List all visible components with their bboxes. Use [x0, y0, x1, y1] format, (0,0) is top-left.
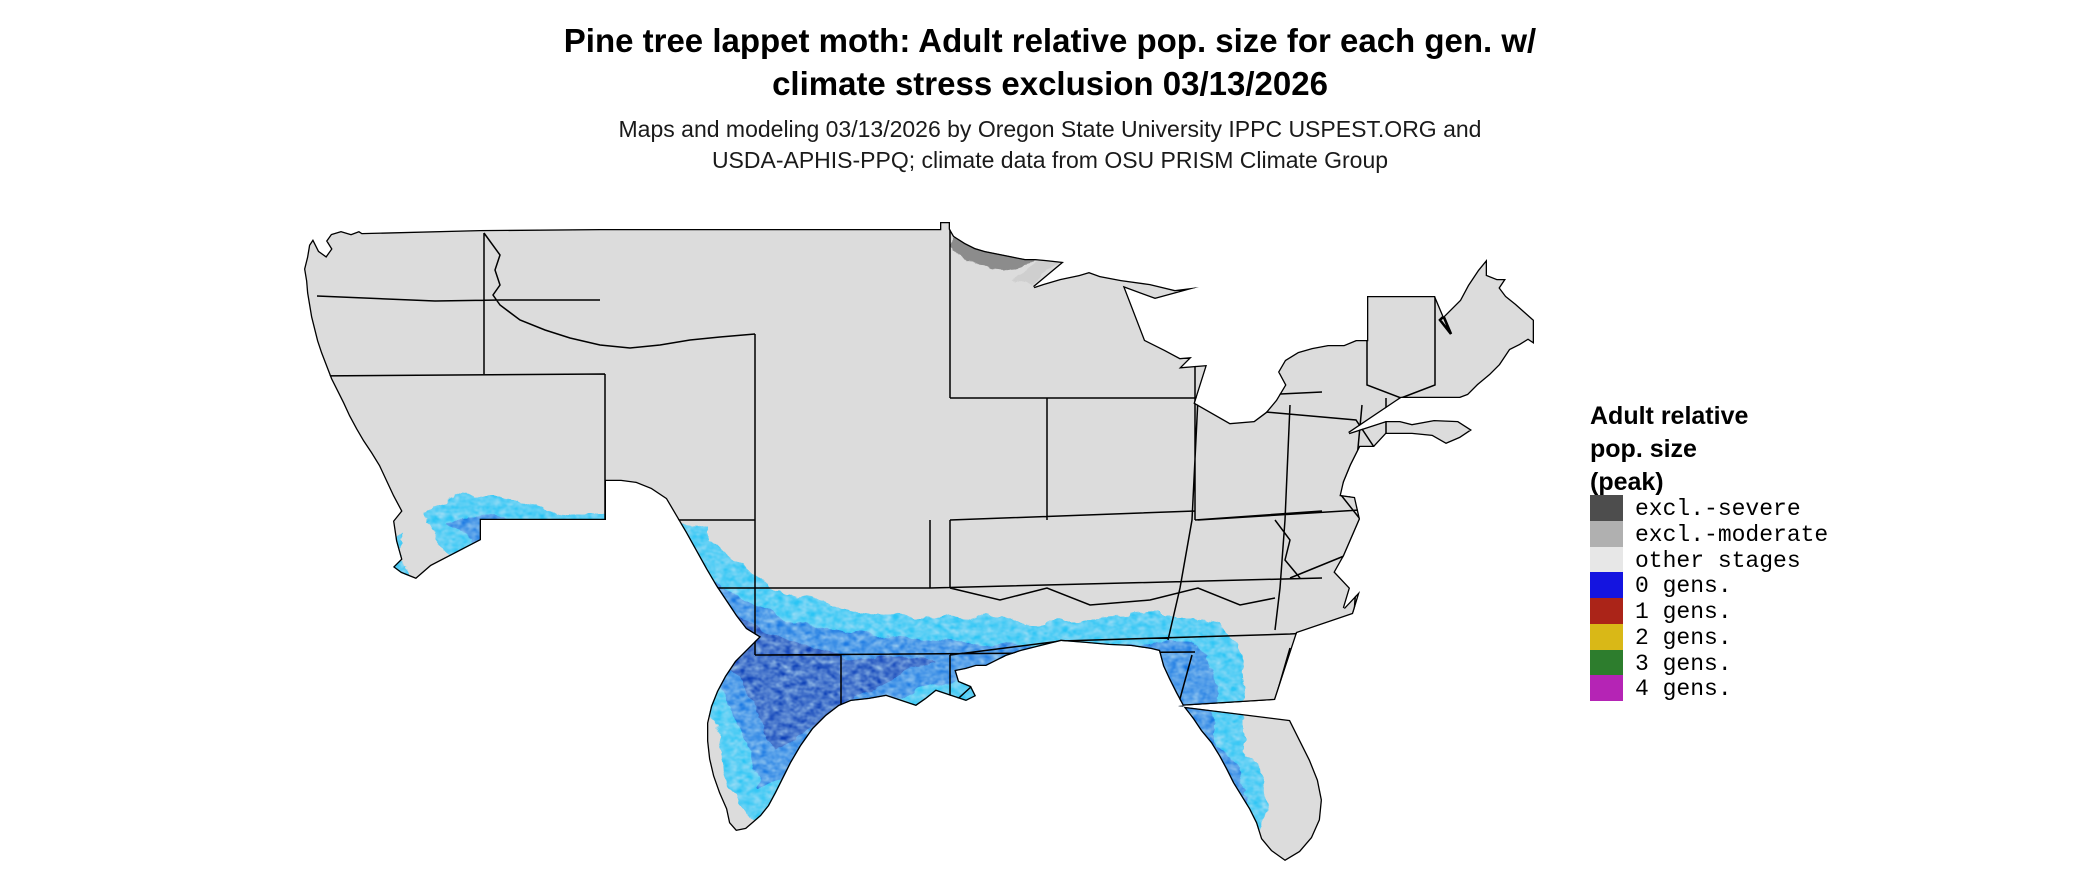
svg-text:excl.-moderate: excl.-moderate [1635, 522, 1828, 548]
svg-text:Adult relative: Adult relative [1590, 402, 1748, 430]
svg-text:other stages: other stages [1635, 548, 1801, 574]
svg-text:4 gens.: 4 gens. [1635, 676, 1732, 702]
svg-text:3 gens.: 3 gens. [1635, 651, 1732, 677]
svg-text:0 gens.: 0 gens. [1635, 573, 1732, 599]
svg-text:pop. size: pop. size [1590, 435, 1697, 463]
svg-text:2 gens.: 2 gens. [1635, 625, 1732, 651]
svg-text:(peak): (peak) [1590, 468, 1664, 496]
svg-text:1 gens.: 1 gens. [1635, 599, 1732, 625]
svg-text:excl.-severe: excl.-severe [1635, 496, 1801, 522]
